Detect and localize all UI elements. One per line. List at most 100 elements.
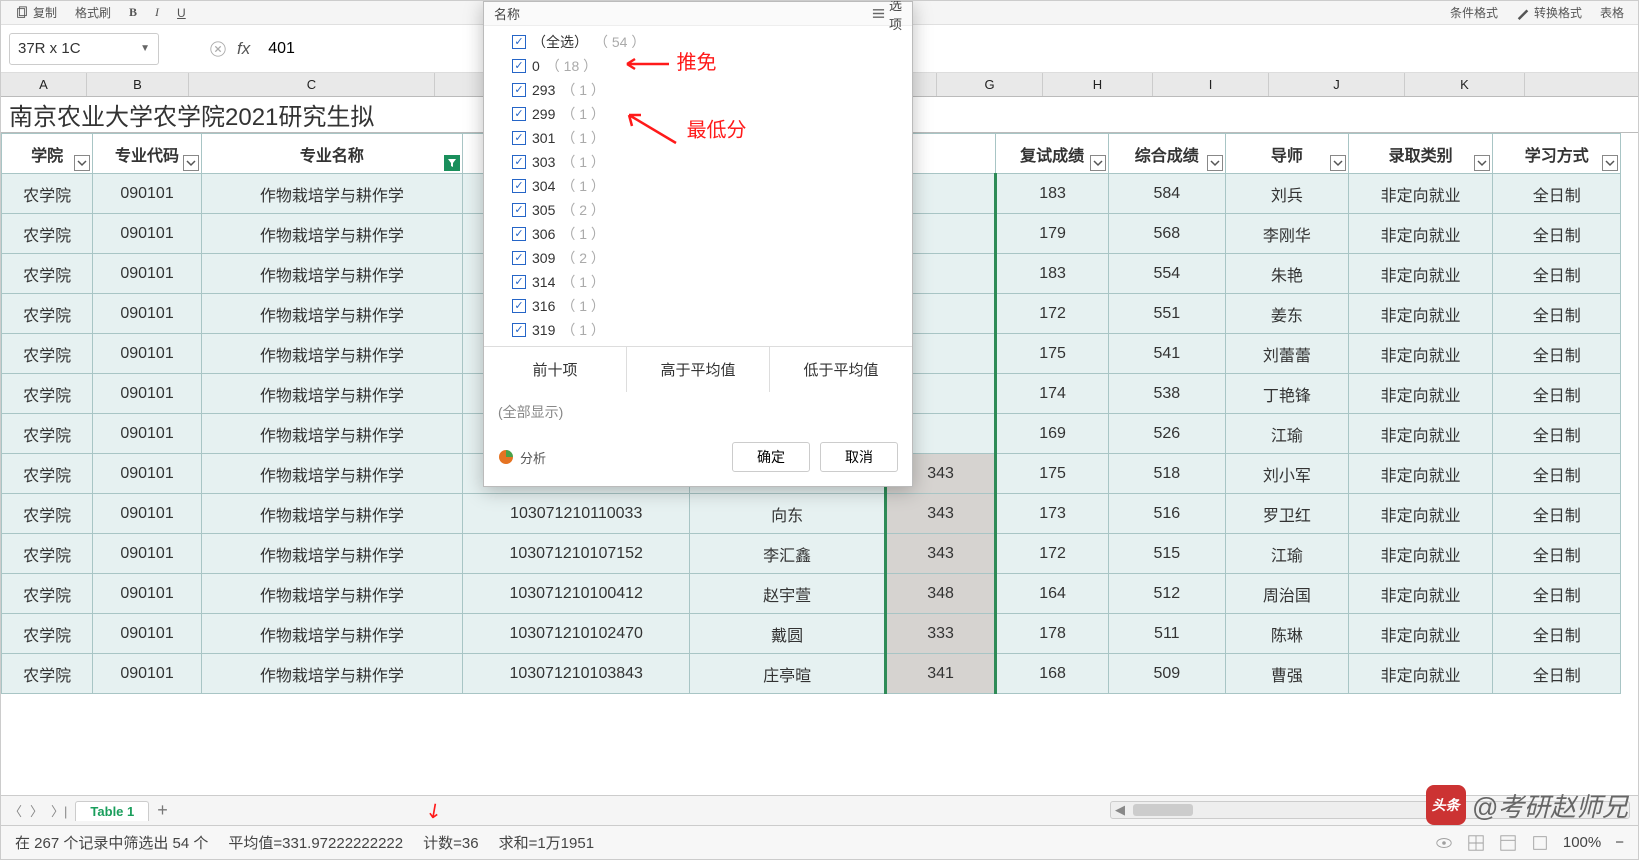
table-cell[interactable]: 作物栽培学与耕作学 [201, 574, 462, 614]
table-cell[interactable]: 全日制 [1493, 494, 1621, 534]
sheet-next-icon[interactable]: 〉 [30, 801, 43, 820]
table-cell[interactable]: 非定向就业 [1348, 574, 1492, 614]
table-cell[interactable]: 333 [885, 614, 995, 654]
table-cell[interactable]: 作物栽培学与耕作学 [201, 654, 462, 694]
filter-item[interactable]: 319（ 1 ） [512, 318, 904, 342]
table-cell[interactable]: 全日制 [1493, 414, 1621, 454]
table-cell[interactable]: 非定向就业 [1348, 294, 1492, 334]
table-cell[interactable]: 非定向就业 [1348, 414, 1492, 454]
filter-button[interactable] [1207, 155, 1223, 171]
checkbox-icon[interactable] [512, 251, 526, 265]
table-cell[interactable]: 172 [996, 294, 1109, 334]
col-header-C[interactable]: C [189, 73, 435, 96]
col-header-A[interactable]: A [1, 73, 87, 96]
cancel-button[interactable]: 取消 [820, 442, 898, 472]
filter-item-list[interactable]: （全选）（ 54 ）0（ 18 ）293（ 1 ）299（ 1 ）301（ 1 … [484, 26, 912, 346]
checkbox-icon[interactable] [512, 227, 526, 241]
table-cell[interactable]: 农学院 [2, 254, 93, 294]
table-cell[interactable]: 343 [885, 494, 995, 534]
table-cell[interactable]: 朱艳 [1225, 254, 1348, 294]
table-cell[interactable]: 作物栽培学与耕作学 [201, 414, 462, 454]
table-cell[interactable]: 农学院 [2, 414, 93, 454]
table-cell[interactable]: 178 [996, 614, 1109, 654]
table-cell[interactable]: 090101 [93, 654, 201, 694]
add-sheet-button[interactable]: + [157, 800, 168, 821]
table-cell[interactable]: 090101 [93, 294, 201, 334]
table-cell[interactable]: 作物栽培学与耕作学 [201, 494, 462, 534]
table-row[interactable]: 农学院090101作物栽培学与耕作学103071210100412赵宇萱3481… [2, 574, 1621, 614]
col-header-G[interactable]: G [937, 73, 1043, 96]
filter-item[interactable]: 299（ 1 ） [512, 102, 904, 126]
table-cell[interactable]: 全日制 [1493, 574, 1621, 614]
table-cell[interactable]: 非定向就业 [1348, 374, 1492, 414]
table-cell[interactable]: 非定向就业 [1348, 534, 1492, 574]
table-cell[interactable]: 农学院 [2, 494, 93, 534]
table-cell[interactable]: 090101 [93, 214, 201, 254]
table-cell[interactable]: 538 [1108, 374, 1225, 414]
table-cell[interactable]: 李汇鑫 [690, 534, 885, 574]
table-cell[interactable]: 103071210100412 [463, 574, 690, 614]
table-header[interactable]: 综合成绩 [1108, 134, 1225, 174]
checkbox-icon[interactable] [512, 275, 526, 289]
table-cell[interactable]: 全日制 [1493, 214, 1621, 254]
table-cell[interactable]: 庄亭暄 [690, 654, 885, 694]
filter-item[interactable]: 301（ 1 ） [512, 126, 904, 150]
table-cell[interactable]: 刘小军 [1225, 454, 1348, 494]
table-cell[interactable]: 175 [996, 454, 1109, 494]
table-cell[interactable]: 作物栽培学与耕作学 [201, 174, 462, 214]
checkbox-icon[interactable] [512, 107, 526, 121]
table-cell[interactable]: 090101 [93, 174, 201, 214]
table-cell[interactable]: 103071210102470 [463, 614, 690, 654]
filter-item[interactable]: 303（ 1 ） [512, 150, 904, 174]
name-box[interactable]: 37R x 1C ▼ [9, 33, 159, 65]
table-cell[interactable]: 作物栽培学与耕作学 [201, 254, 462, 294]
filter-button[interactable] [1602, 155, 1618, 171]
table-cell[interactable]: 罗卫红 [1225, 494, 1348, 534]
filter-item[interactable]: 314（ 1 ） [512, 270, 904, 294]
filter-item[interactable]: 293（ 1 ） [512, 78, 904, 102]
table-row[interactable]: 农学院090101作物栽培学与耕作学103071210107152李汇鑫3431… [2, 534, 1621, 574]
filter-button[interactable] [183, 155, 199, 171]
col-header-B[interactable]: B [87, 73, 189, 96]
toolbar-table[interactable]: 表格 [1600, 4, 1624, 21]
table-cell[interactable]: 农学院 [2, 534, 93, 574]
toolbar-cond-format[interactable]: 条件格式 [1450, 4, 1498, 21]
table-cell[interactable]: 非定向就业 [1348, 614, 1492, 654]
table-cell[interactable]: 175 [996, 334, 1109, 374]
table-cell[interactable]: 090101 [93, 574, 201, 614]
table-cell[interactable]: 非定向就业 [1348, 254, 1492, 294]
table-cell[interactable]: 全日制 [1493, 334, 1621, 374]
table-cell[interactable]: 090101 [93, 454, 201, 494]
table-cell[interactable]: 作物栽培学与耕作学 [201, 374, 462, 414]
table-cell[interactable]: 农学院 [2, 654, 93, 694]
table-cell[interactable]: 全日制 [1493, 654, 1621, 694]
table-cell[interactable]: 丁艳锋 [1225, 374, 1348, 414]
filter-button[interactable] [444, 155, 460, 171]
table-cell[interactable]: 全日制 [1493, 534, 1621, 574]
table-header[interactable]: 学习方式 [1493, 134, 1621, 174]
table-cell[interactable]: 509 [1108, 654, 1225, 694]
filter-top10[interactable]: 前十项 [484, 347, 627, 392]
sheet-nav[interactable]: 〈 〉 〉| [9, 801, 67, 820]
sheet-prev-icon[interactable]: 〈 [9, 801, 22, 820]
filter-below-avg[interactable]: 低于平均值 [770, 347, 912, 392]
table-cell[interactable]: 非定向就业 [1348, 214, 1492, 254]
table-cell[interactable]: 农学院 [2, 614, 93, 654]
filter-item[interactable]: 0（ 18 ） [512, 54, 904, 78]
table-cell[interactable]: 103071210107152 [463, 534, 690, 574]
table-cell[interactable]: 341 [885, 654, 995, 694]
table-cell[interactable]: 非定向就业 [1348, 334, 1492, 374]
col-header-I[interactable]: I [1153, 73, 1269, 96]
filter-item[interactable]: 309（ 2 ） [512, 246, 904, 270]
table-cell[interactable]: 农学院 [2, 174, 93, 214]
checkbox-icon[interactable] [512, 203, 526, 217]
table-cell[interactable]: 551 [1108, 294, 1225, 334]
table-cell[interactable]: 作物栽培学与耕作学 [201, 614, 462, 654]
table-cell[interactable]: 090101 [93, 414, 201, 454]
table-header[interactable]: 录取类别 [1348, 134, 1492, 174]
table-cell[interactable]: 农学院 [2, 334, 93, 374]
cancel-icon[interactable] [209, 40, 227, 58]
table-cell[interactable]: 183 [996, 174, 1109, 214]
table-header[interactable]: 专业名称 [201, 134, 462, 174]
filter-button[interactable] [1474, 155, 1490, 171]
